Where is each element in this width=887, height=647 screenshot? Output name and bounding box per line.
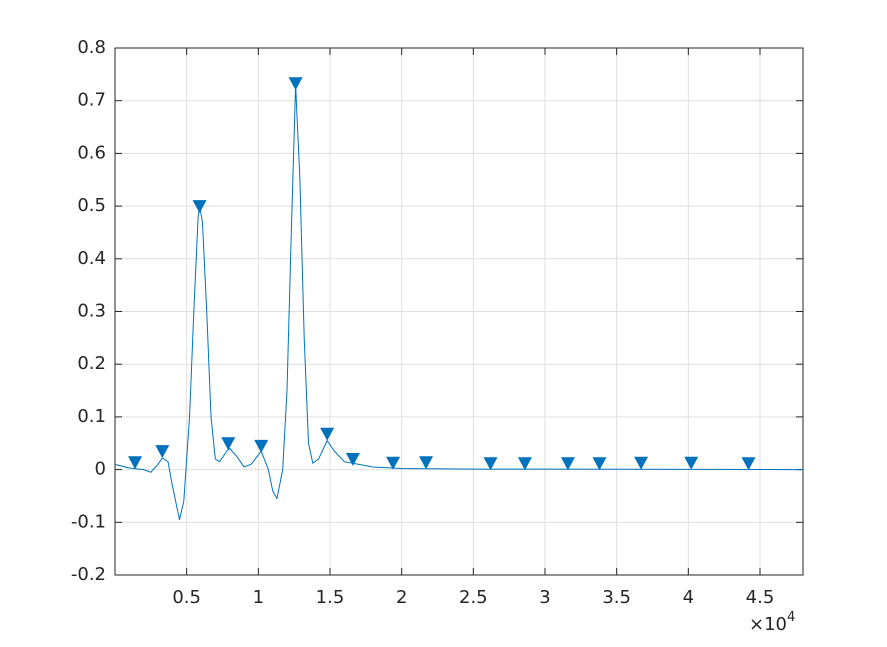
- x-tick-label: 2.5: [459, 587, 488, 608]
- y-tick-label: 0.5: [77, 195, 106, 216]
- x-exponent-power: 4: [787, 610, 795, 625]
- peak-marker: [192, 200, 207, 214]
- peak-marker: [155, 445, 170, 459]
- x-tick-label: 4.5: [746, 587, 775, 608]
- peak-marker: [684, 456, 699, 470]
- x-tick-label: 3.5: [602, 587, 631, 608]
- peak-marker: [634, 456, 649, 470]
- y-tick-label: 0.8: [77, 37, 106, 58]
- x-tick-label: 3: [539, 587, 550, 608]
- y-tick-label: 0.2: [77, 353, 106, 374]
- x-tick-label: 4: [683, 587, 694, 608]
- peak-marker: [483, 457, 498, 471]
- x-tick-label: 2: [396, 587, 407, 608]
- peak-marker: [221, 437, 236, 451]
- y-tick-label: 0: [95, 459, 106, 480]
- peak-marker: [288, 77, 303, 91]
- y-tick-label: -0.2: [71, 564, 106, 585]
- x-tick-label: 1.5: [316, 587, 345, 608]
- peak-marker: [128, 456, 143, 470]
- peak-marker: [517, 457, 532, 471]
- x-tick-label: 0.5: [172, 587, 201, 608]
- peak-marker: [419, 456, 434, 470]
- peak-marker: [345, 453, 360, 467]
- peak-marker: [592, 457, 607, 471]
- x-exponent: ×104: [749, 610, 795, 635]
- peak-marker: [320, 427, 335, 441]
- y-tick-label: 0.4: [77, 248, 106, 269]
- peak-marker: [386, 456, 401, 470]
- peak-marker: [741, 457, 756, 471]
- signal-line: [114, 84, 804, 521]
- x-exponent-base: ×10: [749, 614, 787, 635]
- axes-box: [114, 47, 804, 576]
- y-tick-label: -0.1: [71, 511, 106, 532]
- peak-marker: [560, 457, 575, 471]
- peak-marker: [254, 439, 269, 453]
- y-tick-label: 0.1: [77, 406, 106, 427]
- x-tick-label: 1: [253, 587, 264, 608]
- y-tick-label: 0.3: [77, 301, 106, 322]
- y-tick-label: 0.6: [77, 142, 106, 163]
- y-tick-label: 0.7: [77, 90, 106, 111]
